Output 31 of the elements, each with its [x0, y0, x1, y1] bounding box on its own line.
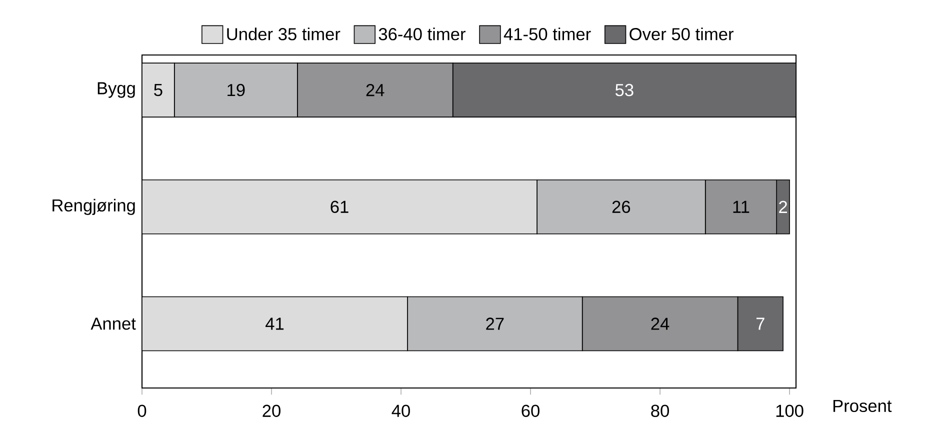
- legend-label: Over 50 timer: [630, 28, 734, 40]
- x-tick-label: 100: [776, 404, 804, 417]
- data-label: 27: [486, 318, 504, 330]
- data-label: 61: [330, 200, 348, 214]
- bar: [142, 62, 175, 118]
- legend-label: 41-50 timer: [504, 28, 591, 40]
- data-label: 53: [615, 84, 634, 96]
- legend-label: 36-40 timer: [378, 28, 466, 40]
- data-label: 41: [266, 318, 284, 330]
- data-label: 11: [733, 200, 750, 213]
- data-label: 5: [154, 84, 162, 96]
- y-tick-label: Rengjøring: [52, 198, 135, 215]
- data-label: 2: [779, 200, 787, 213]
- data-label: 24: [366, 84, 384, 96]
- y-tick-label: Bygg: [98, 82, 135, 98]
- x-tick-label: 60: [522, 404, 540, 417]
- x-tick-label: 20: [262, 404, 280, 417]
- data-label: 24: [651, 318, 670, 330]
- bar: [737, 296, 784, 352]
- x-tick-label: 0: [138, 404, 146, 417]
- legend-label: Under 35 timer: [227, 28, 340, 40]
- bar: [142, 296, 408, 352]
- bar: [142, 180, 538, 234]
- data-label: 19: [228, 84, 245, 96]
- x-tick-label: 80: [651, 404, 669, 417]
- x-tick-label: 40: [392, 404, 410, 417]
- x-axis-title: Prosent: [833, 400, 892, 412]
- data-label: 26: [612, 200, 630, 214]
- bar: [452, 62, 796, 118]
- y-tick-label: Annet: [90, 318, 136, 330]
- data-label: 7: [756, 318, 764, 330]
